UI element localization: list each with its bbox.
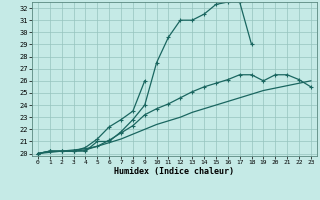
X-axis label: Humidex (Indice chaleur): Humidex (Indice chaleur) (115, 167, 234, 176)
